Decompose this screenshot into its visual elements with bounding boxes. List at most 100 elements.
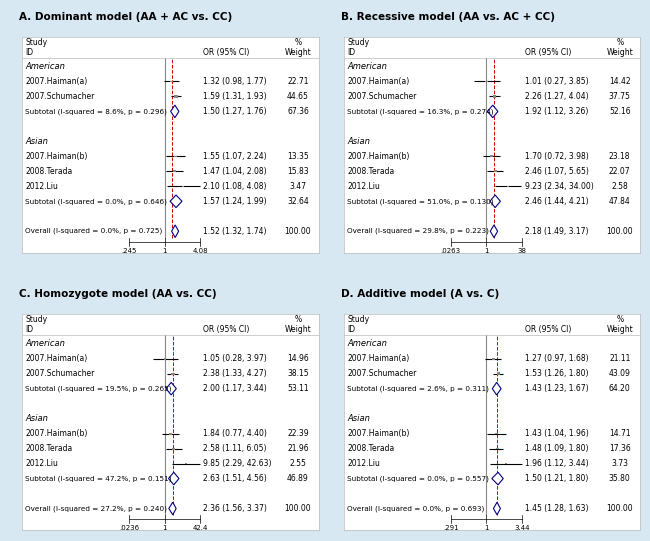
Bar [507,186,509,187]
Text: 1.84 (0.77, 4.40): 1.84 (0.77, 4.40) [203,429,267,438]
Text: 2007.Haiman(b): 2007.Haiman(b) [347,152,410,161]
Text: 1.47 (1.04, 2.08): 1.47 (1.04, 2.08) [203,167,266,176]
Text: 13.35: 13.35 [287,152,309,161]
Text: 1.92 (1.12, 3.26): 1.92 (1.12, 3.26) [525,107,588,116]
Text: Overall (I-squared = 0.0%, p = 0.693): Overall (I-squared = 0.0%, p = 0.693) [347,505,484,512]
Text: Overall (I-squared = 0.0%, p = 0.725): Overall (I-squared = 0.0%, p = 0.725) [25,228,162,234]
Text: Subtotal (I-squared = 0.0%, p = 0.557): Subtotal (I-squared = 0.0%, p = 0.557) [347,476,489,482]
Text: 2.46 (1.07, 5.65): 2.46 (1.07, 5.65) [525,167,589,176]
Text: %: % [294,38,302,47]
Text: 17.36: 17.36 [609,444,630,453]
Text: American: American [347,339,387,348]
Text: 9.23 (2.34, 34.00): 9.23 (2.34, 34.00) [525,182,593,191]
Text: 2008.Terada: 2008.Terada [25,444,73,453]
Text: 2.10 (1.08, 4.08): 2.10 (1.08, 4.08) [203,182,266,191]
Text: OR (95% CI): OR (95% CI) [525,48,571,57]
Text: 22.71: 22.71 [287,77,309,86]
Bar [164,358,166,360]
Text: Study: Study [25,315,47,325]
Text: Study: Study [25,38,47,47]
Bar [172,447,175,450]
Text: 14.42: 14.42 [609,77,630,86]
Text: 22.07: 22.07 [609,167,630,176]
Polygon shape [170,195,182,208]
Bar [183,186,185,187]
Text: 1.43 (1.23, 1.67): 1.43 (1.23, 1.67) [525,384,588,393]
Bar [173,170,176,172]
Text: 4.08: 4.08 [192,248,208,254]
Text: Weight: Weight [285,48,311,57]
Text: OR (95% CI): OR (95% CI) [203,325,250,334]
Text: 2.46 (1.44, 4.21): 2.46 (1.44, 4.21) [525,197,588,206]
Text: D. Additive model (A vs. C): D. Additive model (A vs. C) [341,289,499,299]
Polygon shape [490,225,498,237]
Text: 1.59 (1.31, 1.93): 1.59 (1.31, 1.93) [203,92,266,101]
Text: 1: 1 [484,248,489,254]
Text: 1: 1 [162,248,167,254]
Text: 64.20: 64.20 [609,384,630,393]
Bar [494,170,497,172]
Bar [169,433,172,434]
Text: 38: 38 [517,248,526,254]
Text: ID: ID [25,48,33,57]
Text: Weight: Weight [285,325,311,334]
Text: 1.53 (1.26, 1.80): 1.53 (1.26, 1.80) [525,369,588,378]
Text: 35.80: 35.80 [609,474,630,483]
Text: Subtotal (I-squared = 51.0%, p = 0.130): Subtotal (I-squared = 51.0%, p = 0.130) [347,198,493,204]
Text: 14.96: 14.96 [287,354,309,363]
Polygon shape [168,472,179,485]
Text: C. Homozygote model (AA vs. CC): C. Homozygote model (AA vs. CC) [20,289,217,299]
Polygon shape [490,195,501,208]
Polygon shape [493,502,501,515]
Text: 1.32 (0.98, 1.77): 1.32 (0.98, 1.77) [203,77,266,86]
Text: 37.75: 37.75 [609,92,630,101]
Polygon shape [172,225,179,237]
Text: 44.65: 44.65 [287,92,309,101]
Text: Subtotal (I-squared = 16.3%, p = 0.274): Subtotal (I-squared = 16.3%, p = 0.274) [347,108,493,115]
Text: 2.36 (1.56, 3.37): 2.36 (1.56, 3.37) [203,504,267,513]
Bar [171,373,175,375]
Text: 2007.Schumacher: 2007.Schumacher [347,369,417,378]
Text: 1.45 (1.28, 1.63): 1.45 (1.28, 1.63) [525,504,588,513]
Text: 2.00 (1.17, 3.44): 2.00 (1.17, 3.44) [203,384,267,393]
Text: 2012.Liu: 2012.Liu [25,459,58,468]
Text: 2008.Terada: 2008.Terada [347,167,395,176]
Text: 22.39: 22.39 [287,429,309,438]
Text: Study: Study [347,38,369,47]
Text: 9.85 (2.29, 42.63): 9.85 (2.29, 42.63) [203,459,272,468]
Text: 21.11: 21.11 [609,354,630,363]
Bar [497,372,500,375]
Text: .245: .245 [122,248,136,254]
Text: 2.63 (1.51, 4.56): 2.63 (1.51, 4.56) [203,474,267,483]
Polygon shape [171,105,179,118]
Text: 2.58: 2.58 [612,182,628,191]
Bar [174,95,178,98]
Text: Overall (I-squared = 29.8%, p = 0.223): Overall (I-squared = 29.8%, p = 0.223) [347,228,489,234]
Text: OR (95% CI): OR (95% CI) [203,48,250,57]
Text: 2008.Terada: 2008.Terada [347,444,395,453]
Text: 3.73: 3.73 [611,459,628,468]
Bar [170,81,173,82]
Text: 2012.Liu: 2012.Liu [25,182,58,191]
Text: Subtotal (I-squared = 2.6%, p = 0.311): Subtotal (I-squared = 2.6%, p = 0.311) [347,385,489,392]
Text: OR (95% CI): OR (95% CI) [525,325,571,334]
Text: .291: .291 [443,525,459,531]
Text: 1.96 (1.12, 3.44): 1.96 (1.12, 3.44) [525,459,588,468]
Text: 1.48 (1.09, 1.80): 1.48 (1.09, 1.80) [525,444,588,453]
Text: 1.05 (0.28, 3.97): 1.05 (0.28, 3.97) [203,354,267,363]
Text: 23.18: 23.18 [609,152,630,161]
Text: 2007.Schumacher: 2007.Schumacher [25,369,95,378]
Text: 52.16: 52.16 [609,107,630,116]
Text: 1.55 (1.07, 2.24): 1.55 (1.07, 2.24) [203,152,266,161]
Text: 1.50 (1.27, 1.76): 1.50 (1.27, 1.76) [203,107,266,116]
Text: 2.26 (1.27, 4.04): 2.26 (1.27, 4.04) [525,92,588,101]
Text: 1.01 (0.27, 3.85): 1.01 (0.27, 3.85) [525,77,588,86]
Text: 1: 1 [162,525,167,531]
Bar [497,448,499,450]
Text: 1.50 (1.21, 1.80): 1.50 (1.21, 1.80) [525,474,588,483]
Text: 15.83: 15.83 [287,167,309,176]
Text: %: % [616,315,623,325]
Text: 1.43 (1.04, 1.96): 1.43 (1.04, 1.96) [525,429,589,438]
Bar [493,95,496,97]
Text: 38.15: 38.15 [287,369,309,378]
